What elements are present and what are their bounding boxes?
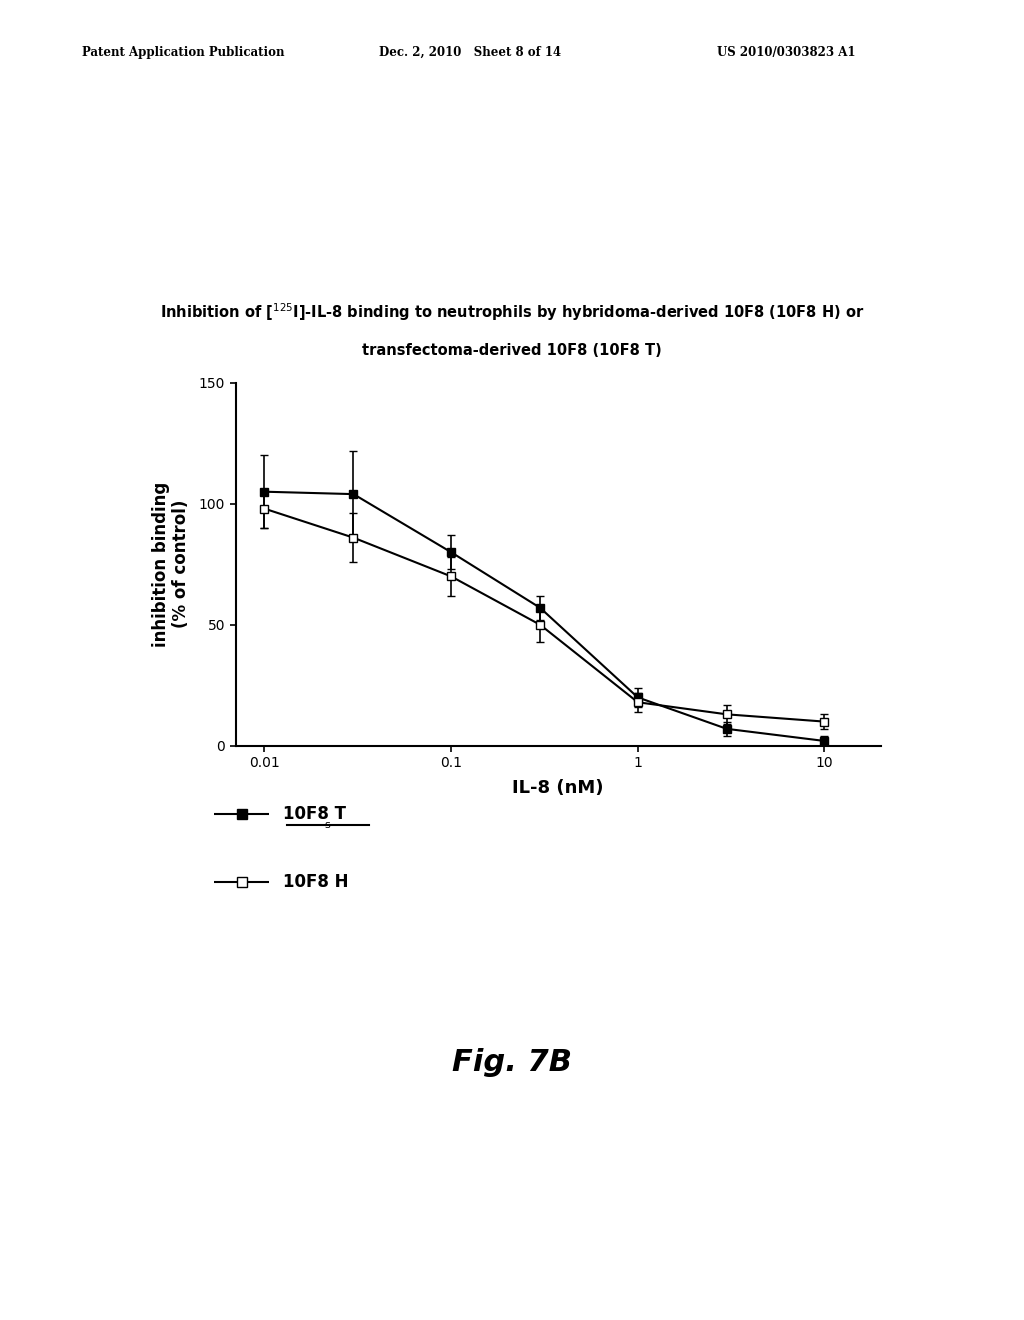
Text: Fig. 7B: Fig. 7B: [452, 1048, 572, 1077]
Y-axis label: inhibition binding
(% of control): inhibition binding (% of control): [152, 482, 190, 647]
Text: 10F8 H: 10F8 H: [283, 873, 348, 891]
Text: Patent Application Publication: Patent Application Publication: [82, 46, 285, 59]
Text: transfectoma-derived 10F8 (10F8 T): transfectoma-derived 10F8 (10F8 T): [362, 343, 662, 358]
Text: Inhibition of [$^{125}$I]-IL-8 binding to neutrophils by hybridoma-derived 10F8 : Inhibition of [$^{125}$I]-IL-8 binding t…: [160, 302, 864, 323]
Text: s: s: [325, 820, 331, 830]
Text: Dec. 2, 2010   Sheet 8 of 14: Dec. 2, 2010 Sheet 8 of 14: [379, 46, 561, 59]
X-axis label: IL-8 (nM): IL-8 (nM): [512, 779, 604, 796]
Text: 10F8 T: 10F8 T: [283, 805, 346, 824]
Text: US 2010/0303823 A1: US 2010/0303823 A1: [717, 46, 855, 59]
